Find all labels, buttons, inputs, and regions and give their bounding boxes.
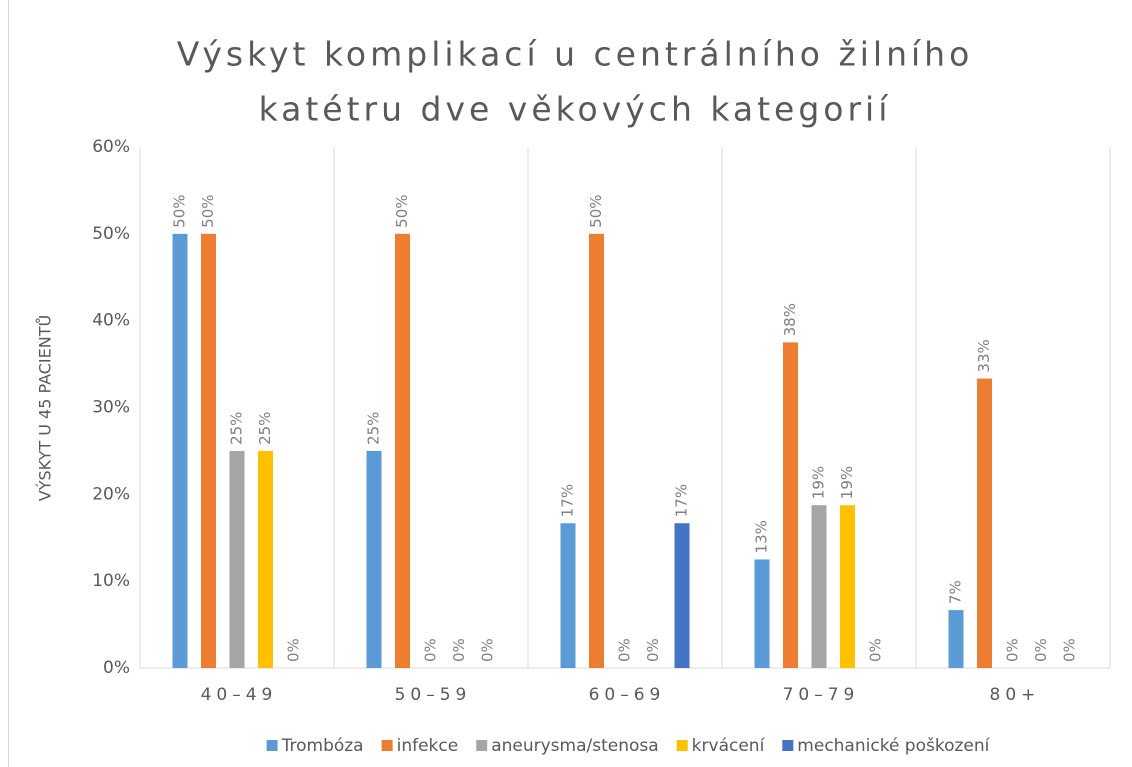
data-label: 13% xyxy=(753,520,771,553)
legend-swatch xyxy=(266,740,278,751)
bar xyxy=(811,505,827,668)
y-tick-label: 10% xyxy=(92,571,130,591)
y-tick-label: 40% xyxy=(92,311,130,331)
legend-label: mechanické poškození xyxy=(797,736,990,756)
data-label: 19% xyxy=(810,466,828,499)
bar xyxy=(560,523,576,668)
data-label: 0% xyxy=(422,638,440,662)
data-label: 17% xyxy=(673,484,691,517)
bar xyxy=(229,450,245,668)
y-tick-label: 50% xyxy=(92,224,130,244)
data-label: 19% xyxy=(838,466,856,499)
x-tick-label: 80+ xyxy=(990,685,1041,705)
x-tick-label: 70–79 xyxy=(783,685,860,705)
data-label: 38% xyxy=(781,303,799,336)
data-label: 0% xyxy=(479,638,497,662)
data-label: 25% xyxy=(256,412,274,445)
bar xyxy=(783,342,798,668)
x-tick-label: 60–69 xyxy=(589,685,666,705)
data-label: 50% xyxy=(587,194,605,227)
bar xyxy=(172,233,188,669)
y-tick-label: 30% xyxy=(92,398,130,418)
data-label: 0% xyxy=(1004,638,1022,662)
legend-label: aneurysma/stenosa xyxy=(491,736,658,756)
chart-title: Výskyt komplikací u centrálního žilního xyxy=(177,35,974,74)
y-tick-label: 60% xyxy=(92,137,130,157)
data-label: 33% xyxy=(975,339,993,372)
data-label: 7% xyxy=(947,580,965,604)
y-tick-label: 0% xyxy=(103,658,130,678)
bar xyxy=(977,378,992,668)
bar xyxy=(948,610,964,668)
legend-swatch xyxy=(476,740,488,751)
data-label: 0% xyxy=(285,638,303,662)
x-tick-label: 40–49 xyxy=(201,685,278,705)
legend-label: krvácení xyxy=(692,736,766,756)
legend-label: infekce xyxy=(397,736,459,756)
legend-swatch xyxy=(381,740,393,751)
legend-swatch xyxy=(676,740,688,751)
bar xyxy=(589,233,604,669)
data-label: 50% xyxy=(393,194,411,227)
bar xyxy=(395,233,410,669)
bar xyxy=(674,523,690,668)
data-label: 50% xyxy=(199,194,217,227)
data-label: 0% xyxy=(450,638,468,662)
y-axis-label: VÝSKYT U 45 PACIENTŮ xyxy=(36,315,55,501)
chart-title-continuation: katétru dve věkových kategorií xyxy=(259,90,892,129)
bar xyxy=(754,559,770,668)
x-tick-label: 50–59 xyxy=(395,685,472,705)
bar xyxy=(201,233,216,669)
data-label: 0% xyxy=(1061,638,1079,662)
data-label: 17% xyxy=(559,484,577,517)
bar xyxy=(366,450,382,668)
y-tick-label: 20% xyxy=(92,484,130,504)
data-label: 0% xyxy=(867,638,885,662)
data-label: 0% xyxy=(644,638,662,662)
data-label: 0% xyxy=(1032,638,1050,662)
data-label: 25% xyxy=(365,412,383,445)
data-label: 0% xyxy=(616,638,634,662)
bar xyxy=(840,505,855,668)
data-label: 25% xyxy=(228,412,246,445)
legend-label: Trombóza xyxy=(281,736,364,756)
data-label: 50% xyxy=(171,194,189,227)
legend-swatch xyxy=(782,740,794,751)
bar xyxy=(258,450,273,668)
